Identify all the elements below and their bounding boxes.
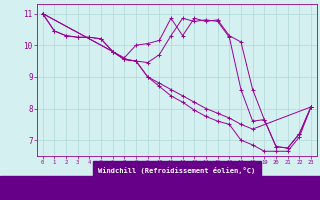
X-axis label: Windchill (Refroidissement éolien,°C): Windchill (Refroidissement éolien,°C) xyxy=(98,167,255,174)
